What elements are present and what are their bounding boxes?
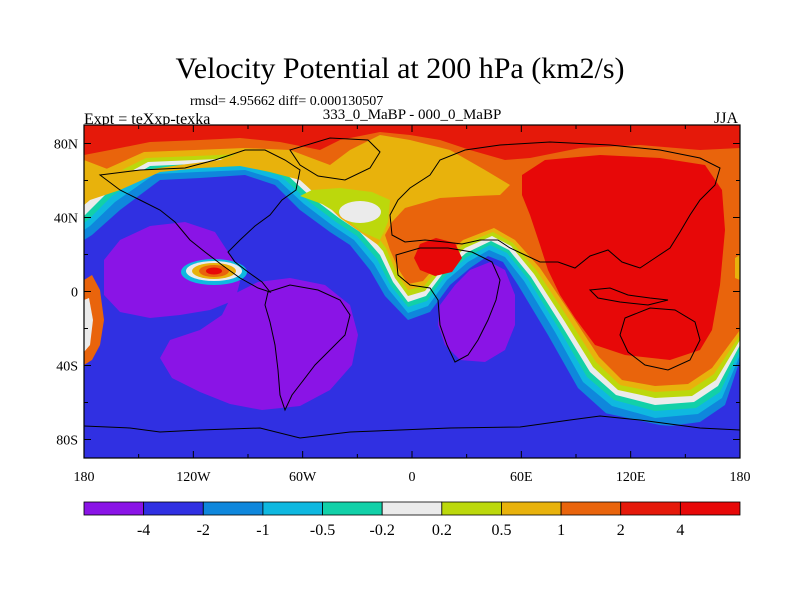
x-tick-label-4: 60E	[510, 470, 533, 485]
contour-band-southern-ocean	[84, 412, 740, 458]
contour-rim-east	[735, 255, 740, 280]
contour-min-africa	[438, 262, 515, 362]
colorbar-box-6	[441, 501, 502, 516]
coastline-antarctica	[84, 415, 740, 439]
colorbar-box-10	[679, 501, 741, 516]
colorbar-label-9: 4	[676, 522, 684, 539]
contour-field	[84, 125, 740, 458]
colorbar-label-2: -1	[256, 522, 269, 539]
colorbar-box-9	[620, 501, 681, 516]
coastline-africa	[395, 247, 501, 363]
x-tick-label-3: 0	[409, 470, 416, 485]
coastline-eurasia	[389, 141, 721, 269]
y-tick-label-0: 80N	[54, 138, 78, 153]
colorbar-label-3: -0.5	[310, 522, 335, 539]
x-tick-label-6: 180	[730, 470, 751, 485]
colorbar-box-0	[83, 501, 145, 516]
colorbar-box-8	[560, 501, 622, 516]
colorbar-label-4: -0.2	[370, 522, 395, 539]
colorbar-label-1: -2	[197, 522, 210, 539]
colorbar-box-2	[202, 501, 264, 516]
x-tick-label-1: 120W	[176, 470, 211, 485]
x-tick-label-2: 60W	[289, 470, 317, 485]
chart-title: Velocity Potential at 200 hPa (km2/s)	[175, 52, 625, 85]
y-tick-label-1: 40N	[54, 212, 78, 227]
continent-outlines	[84, 137, 740, 439]
y-tick-label-3: 40S	[56, 360, 78, 375]
colorbar-label-7: 1	[557, 522, 565, 539]
coastline-south-america	[264, 284, 351, 412]
contour-rim-west-inner	[84, 298, 93, 352]
coastline-australia	[619, 307, 701, 371]
contour-region-atlantic-near-zero	[339, 201, 381, 223]
colorbar-box-4	[322, 501, 383, 516]
x-tick-label-0: 180	[74, 470, 95, 485]
colorbar-box-5	[381, 501, 443, 516]
contour-region-europe-positive	[84, 150, 300, 205]
coastline-indonesia	[588, 287, 669, 306]
coastline-greenland	[289, 137, 381, 181]
colorbar-box-7	[501, 501, 562, 516]
statistics-text: rmsd= 4.95662 diff= 0.000130507	[190, 94, 384, 109]
colorbar-box-1	[143, 501, 204, 516]
x-tick-label-5: 120E	[616, 470, 646, 485]
y-tick-label-2: 0	[71, 286, 78, 301]
colorbar-box-3	[262, 501, 323, 516]
experiment-label: Expt = teXxp-texka	[84, 111, 211, 128]
axes: 180 120W 60W 0 60E 120E 180 80N 40N 0 40S 80S	[54, 125, 751, 485]
coastline-north-america	[98, 149, 301, 294]
colorbar-label-5: 0.2	[432, 522, 452, 539]
colorbar-label-8: 2	[617, 522, 625, 539]
contour-region-northern-edge	[84, 125, 740, 160]
colorbar: -4 -2 -1 -0.5 -0.2 0.2 0.5 1 2 4	[83, 501, 741, 539]
contour-region-asia-maximum	[522, 155, 725, 360]
case-label: 333_0_MaBP - 000_0_MaBP	[322, 107, 502, 123]
colorbar-label-6: 0.5	[491, 522, 511, 539]
season-label: JJA	[714, 110, 739, 127]
contour-min-pacific	[104, 222, 240, 318]
colorbar-label-0: -4	[137, 522, 150, 539]
contour-max-pacific-core	[206, 267, 222, 275]
y-tick-label-4: 80S	[56, 434, 78, 449]
contour-min-south-america	[160, 278, 358, 410]
